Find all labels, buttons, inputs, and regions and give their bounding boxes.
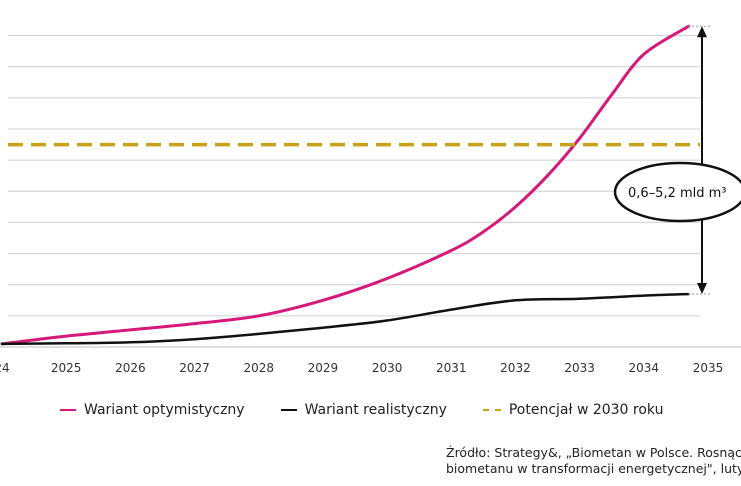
gridlines xyxy=(8,35,700,317)
legend-item-potential: Potencjał w 2030 roku xyxy=(482,402,664,418)
series-realistic xyxy=(0,292,690,346)
source-note: Źródło: Strategy&, „Biometan w Polsce. R… xyxy=(446,445,741,477)
legend-item-optimistic: Wariant optymistyczny xyxy=(60,402,245,418)
x-tick-label: 2029 xyxy=(308,361,339,375)
series-optimistic xyxy=(0,24,691,346)
range-arrow-head-up xyxy=(697,26,707,38)
range-label: 0,6–5,2 mld m³ xyxy=(628,186,727,201)
legend-label-potential: Potencjał w 2030 roku xyxy=(508,402,664,418)
x-tick-label: 2026 xyxy=(115,361,146,375)
range-label-ellipse xyxy=(613,161,741,223)
series-lines xyxy=(0,24,700,346)
x-tick-label: 2028 xyxy=(243,361,274,375)
x-tick-label: 2025 xyxy=(51,361,82,375)
x-tick-label: 2030 xyxy=(372,361,403,375)
source-line-1: Źródło: Strategy&, „Biometan w Polsce. R… xyxy=(446,445,741,460)
legend-swatch-realistic xyxy=(280,409,297,411)
x-tick-label: 2032 xyxy=(500,361,531,375)
x-tick-label: 2031 xyxy=(436,361,467,375)
x-tick-label: 24 xyxy=(0,361,10,375)
range-annotation: 0,6–5,2 mld m³ xyxy=(613,25,741,295)
x-tick-label: 2035 xyxy=(693,361,724,375)
range-arrow-head-down xyxy=(697,283,707,295)
chart: 24 2025 2026 2027 2028 2029 2030 2031 2032 2033 20… xyxy=(0,24,741,375)
legend-label-realistic: Wariant realistyczny xyxy=(304,402,447,418)
legend: Wariant optymistyczny Wariant realistycz… xyxy=(60,402,663,418)
x-tick-label: 2027 xyxy=(179,361,210,375)
legend-item-realistic: Wariant realistyczny xyxy=(280,402,447,418)
legend-swatch-optimistic xyxy=(60,409,76,411)
legend-swatch-potential xyxy=(482,409,501,411)
source-line-2: biometanu w transformacji energetycznej"… xyxy=(446,461,741,476)
legend-label-optimistic: Wariant optymistyczny xyxy=(84,402,245,418)
x-tick-label: 2034 xyxy=(629,361,660,375)
x-axis: 24 2025 2026 2027 2028 2029 2030 2031 2032 2033 20… xyxy=(0,346,741,375)
x-tick-label: 2033 xyxy=(564,361,595,375)
